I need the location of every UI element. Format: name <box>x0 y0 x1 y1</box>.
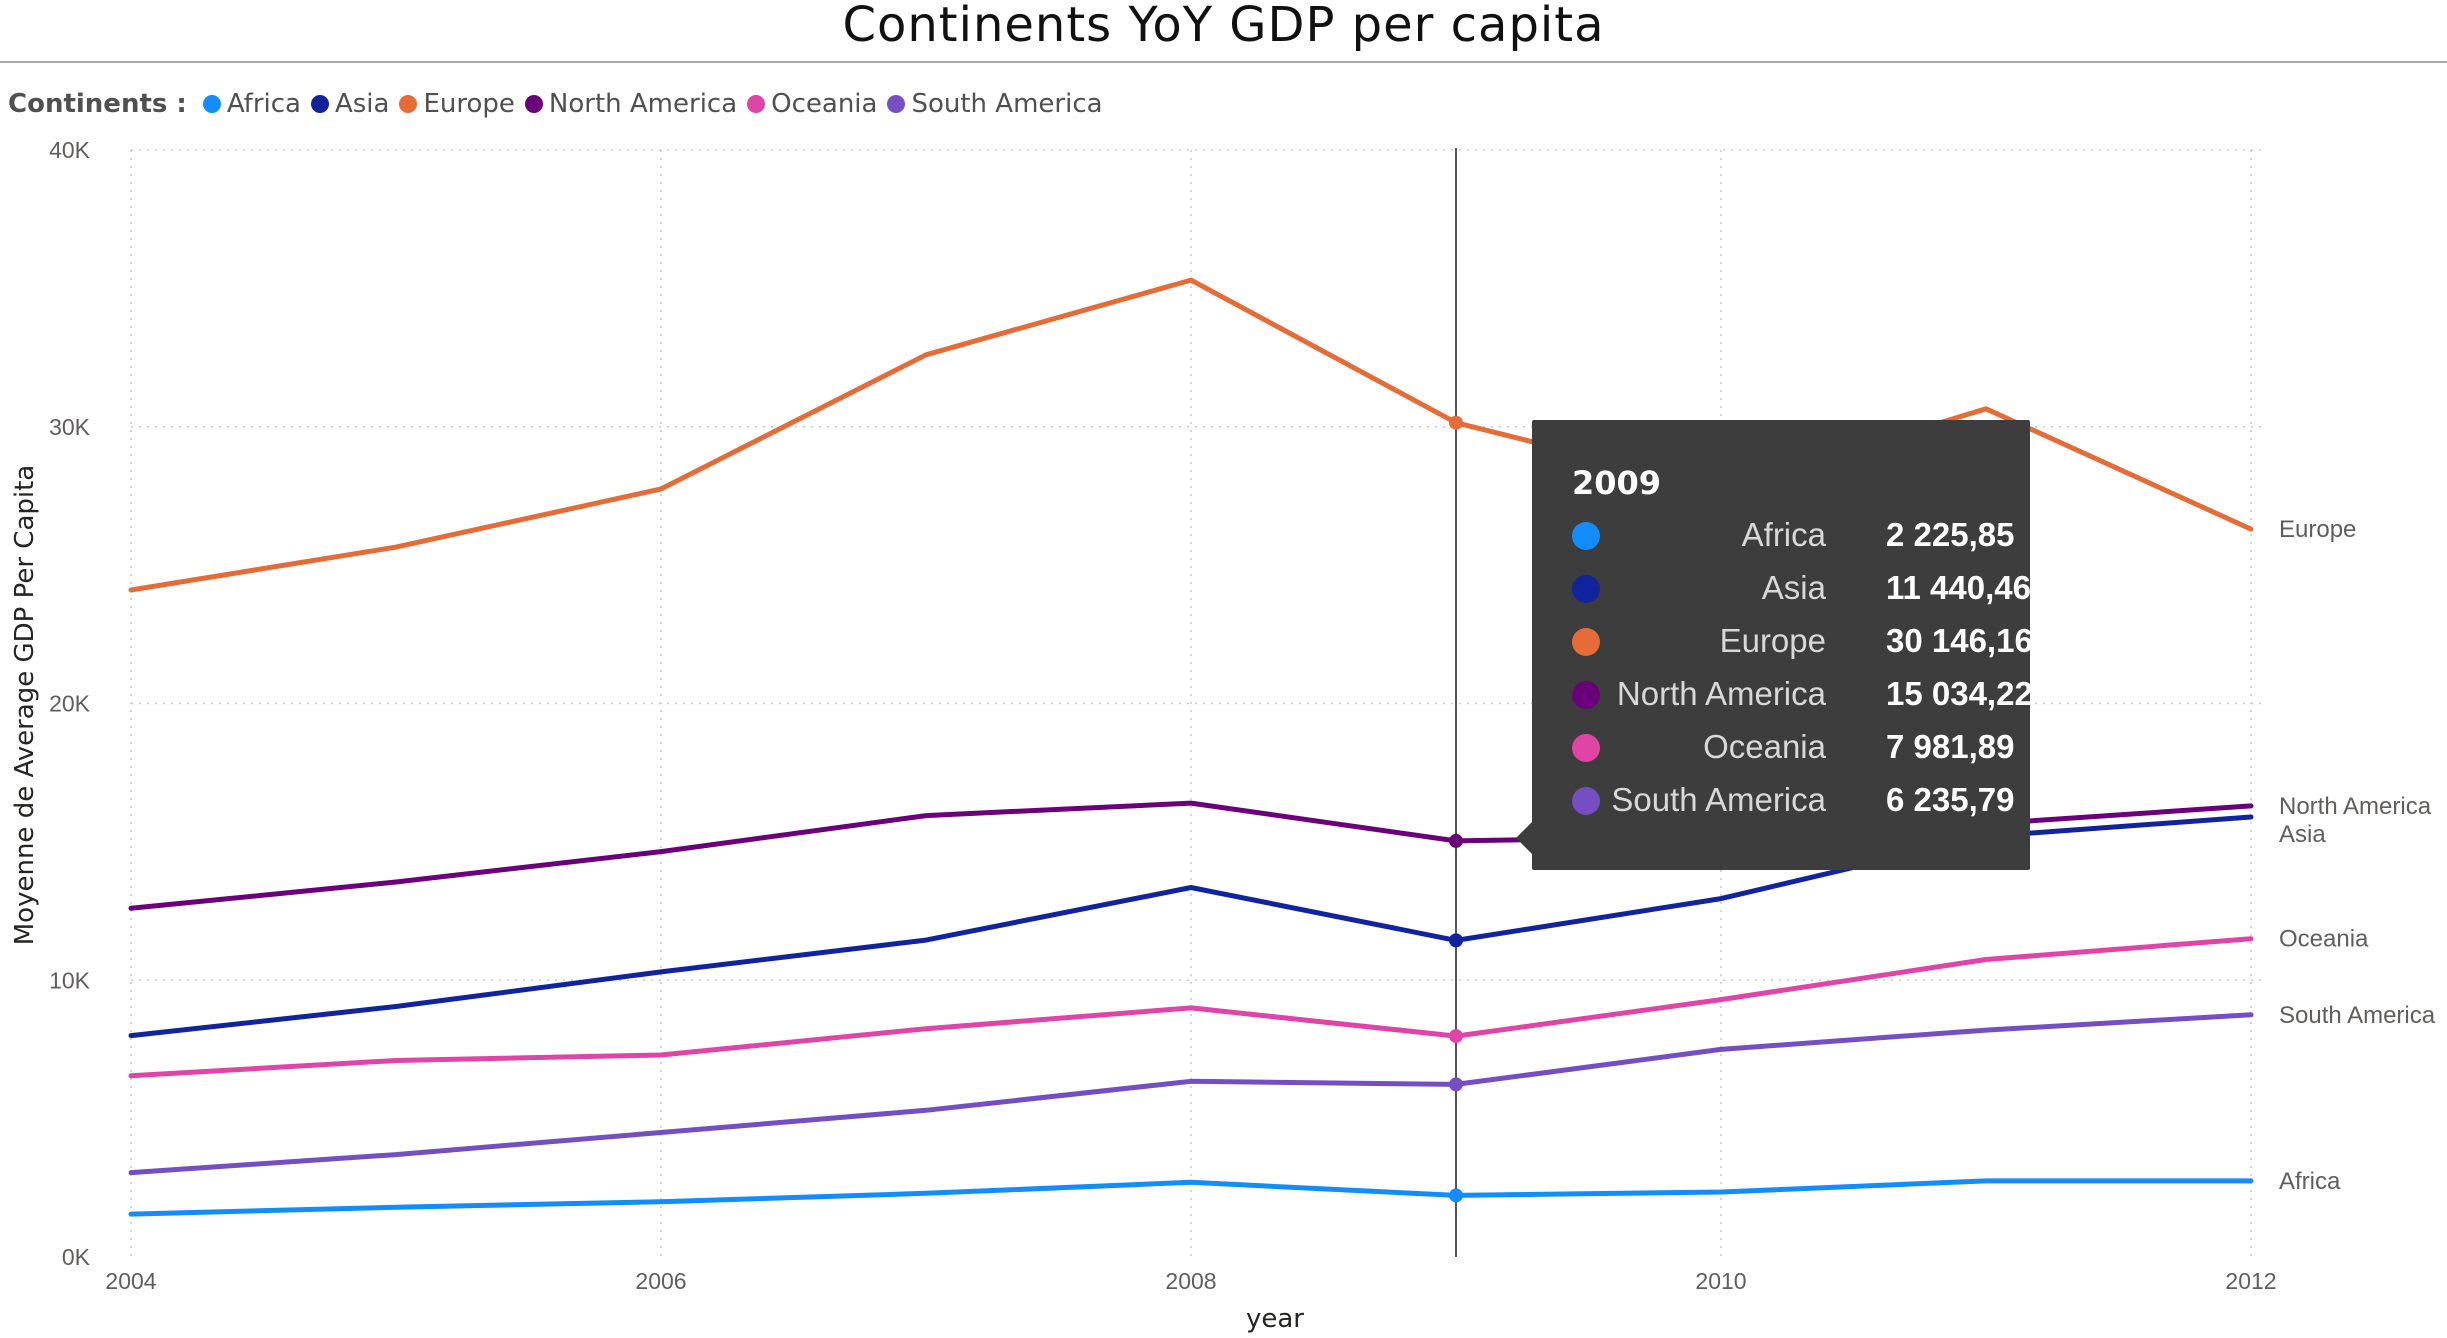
tooltip-value: 15 034,22 <box>1886 675 2033 712</box>
tooltip-swatch <box>1572 734 1600 762</box>
tooltip-series-name: Oceania <box>1703 728 1826 765</box>
data-point-africa <box>1449 1188 1463 1203</box>
tooltip-swatch <box>1572 787 1600 815</box>
tooltip-value: 11 440,46 <box>1886 569 2031 606</box>
tooltip-series-name: South America <box>1611 781 1826 818</box>
y-tick-label: 0K <box>62 1244 91 1270</box>
tooltip: 2009 Africa 2 225,85 Asia 11 440,46 Europe 30… <box>1532 420 2033 870</box>
y-axis-title: Moyenne de Average GDP Per Capita <box>10 465 40 946</box>
end-label-africa: Africa <box>2279 1168 2341 1195</box>
tooltip-swatch <box>1572 681 1600 709</box>
tooltip-swatch <box>1572 628 1600 656</box>
data-point-asia <box>1449 933 1463 948</box>
x-tick-label: 2008 <box>1165 1268 1216 1294</box>
legend-swatch <box>887 95 906 113</box>
tooltip-swatch <box>1572 575 1600 603</box>
tooltip-series-name: Europe <box>1719 622 1826 659</box>
legend-swatch <box>202 95 221 113</box>
tooltip-row: South America 6 235,79 <box>1572 779 2015 819</box>
y-tick-label: 10K <box>49 967 91 993</box>
y-tick-label: 40K <box>49 137 91 163</box>
legend-item-north-america[interactable]: North America <box>524 89 738 119</box>
title-divider <box>0 61 2447 63</box>
tooltip-series-name: Asia <box>1761 569 1826 606</box>
y-tick-label: 30K <box>49 414 91 440</box>
tooltip-row: Asia 11 440,46 <box>1572 567 2031 607</box>
legend-item-asia[interactable]: Asia <box>310 89 390 119</box>
y-tick-label: 20K <box>49 691 91 717</box>
end-label-south-america: South America <box>2279 1002 2436 1029</box>
tooltip-row: Oceania 7 981,89 <box>1572 726 2015 766</box>
data-point-europe <box>1449 415 1463 430</box>
data-point-south-america <box>1449 1077 1463 1092</box>
legend-label: Europe <box>423 89 515 119</box>
tooltip-title: 2009 <box>1572 464 1662 502</box>
legend-item-europe[interactable]: Europe <box>399 89 515 119</box>
legend-label: Asia <box>334 89 390 119</box>
x-tick-label: 2010 <box>1695 1268 1746 1294</box>
legend-label: South America <box>911 89 1103 119</box>
chart-title: Continents YoY GDP per capita <box>842 0 1605 53</box>
end-label-europe: Europe <box>2279 516 2356 543</box>
series-line-oceania <box>128 936 2254 1079</box>
x-axis-title: year <box>1246 1304 1304 1334</box>
tooltip-value: 6 235,79 <box>1886 781 2015 818</box>
legend-swatch <box>524 95 543 113</box>
tooltip-pointer <box>1516 822 1532 854</box>
legend-swatch <box>310 95 329 113</box>
tooltip-row: Europe 30 146,16 <box>1572 620 2033 660</box>
tooltip-row: North America 15 034,22 <box>1572 673 2033 713</box>
tooltip-value: 7 981,89 <box>1886 728 2015 765</box>
x-tick-label: 2012 <box>2225 1268 2276 1294</box>
end-label-north-america: North America <box>2279 793 2432 820</box>
legend-item-oceania[interactable]: Oceania <box>747 89 877 119</box>
tooltip-value: 2 225,85 <box>1886 516 2015 553</box>
legend-title: Continents : <box>8 89 187 119</box>
legend-label: Africa <box>226 89 301 119</box>
data-point-oceania <box>1449 1029 1463 1044</box>
end-label-asia: Asia <box>2279 821 2326 848</box>
series-line-africa <box>128 1178 2254 1217</box>
legend-label: North America <box>548 89 738 119</box>
legend-label: Oceania <box>771 89 878 119</box>
tooltip-value: 30 146,16 <box>1886 622 2033 659</box>
x-tick-label: 2004 <box>105 1268 156 1294</box>
tooltip-series-name: Africa <box>1741 516 1826 553</box>
data-point-north-america <box>1449 833 1463 848</box>
legend: Continents : Africa Asia Europe North Ameri… <box>8 86 1113 122</box>
tooltip-row: Africa 2 225,85 <box>1572 514 2015 554</box>
tooltip-series-name: North America <box>1616 675 1826 712</box>
tooltip-swatch <box>1572 522 1600 550</box>
series-line-south-america <box>128 1012 2254 1176</box>
legend-swatch <box>747 95 766 113</box>
legend-item-south-america[interactable]: South America <box>887 89 1103 119</box>
end-label-oceania: Oceania <box>2279 926 2369 953</box>
legend-swatch <box>399 95 418 113</box>
legend-item-africa[interactable]: Africa <box>202 89 301 119</box>
x-tick-label: 2006 <box>635 1268 686 1294</box>
